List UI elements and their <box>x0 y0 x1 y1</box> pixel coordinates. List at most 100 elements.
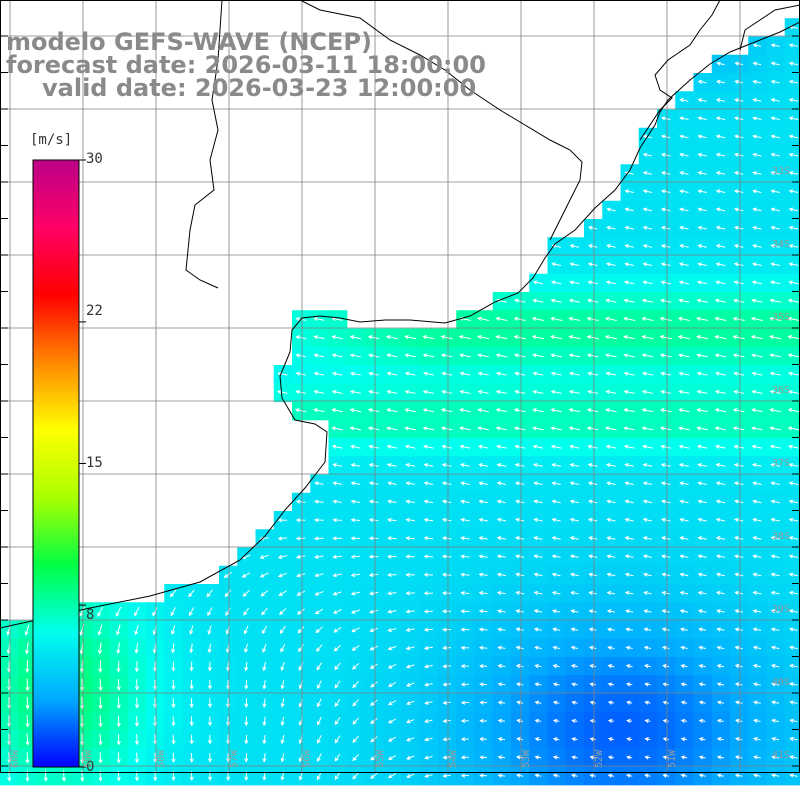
wind-arrow <box>606 609 615 614</box>
wind-arrow <box>642 572 652 577</box>
wind-arrow <box>642 481 653 486</box>
wind-arrow <box>571 718 578 723</box>
wind-arrow <box>478 645 488 650</box>
wind-arrow <box>661 590 670 595</box>
wind-arrow <box>387 554 397 559</box>
wind-arrow <box>189 625 194 635</box>
wind-cell <box>784 383 800 403</box>
wind-arrow <box>715 444 726 449</box>
wind-arrow <box>423 591 434 596</box>
wind-arrow <box>697 536 707 541</box>
wind-arrow <box>368 517 379 523</box>
wind-arrow <box>697 590 707 595</box>
wind-arrow <box>460 682 469 687</box>
wind-arrow <box>788 572 798 577</box>
wind-arrow <box>534 700 542 705</box>
wind-arrow <box>532 444 544 449</box>
wind-arrow <box>478 590 488 596</box>
wind-cell <box>784 255 800 275</box>
wind-arrow <box>715 225 726 230</box>
wind-cell <box>784 36 800 56</box>
wind-arrow <box>714 426 727 431</box>
wind-arrow <box>477 408 489 413</box>
lat-label-40s: 40S <box>772 677 791 688</box>
wind-arrow <box>644 718 651 723</box>
wind-arrow <box>350 517 361 523</box>
wind-arrow <box>387 645 397 651</box>
wind-arrow <box>696 426 708 431</box>
wind-arrow <box>752 152 762 157</box>
wind-arrow <box>734 627 743 632</box>
wind-arrow <box>624 189 634 194</box>
wind-arrow <box>733 207 744 212</box>
wind-arrow <box>660 517 671 522</box>
wind-arrow <box>405 664 415 669</box>
wind-arrow <box>406 719 415 724</box>
lon-label-54w: 54W <box>448 749 459 768</box>
wind-arrow <box>423 609 433 614</box>
wind-arrow <box>715 536 725 541</box>
wind-arrow <box>424 773 433 778</box>
wind-arrow <box>495 426 508 431</box>
wind-arrow <box>715 207 726 212</box>
wind-arrow <box>641 353 654 358</box>
wind-arrow <box>497 755 506 760</box>
wind-arrow <box>440 353 453 358</box>
wind-arrow <box>716 61 725 66</box>
wind-arrow <box>533 609 543 614</box>
wind-arrow <box>623 353 635 358</box>
wind-arrow <box>116 752 121 764</box>
wind-arrow <box>733 262 744 267</box>
wind-arrow <box>296 590 306 596</box>
wind-arrow <box>533 627 542 632</box>
wind-arrow <box>589 700 596 705</box>
wind-arrow <box>171 697 176 709</box>
wind-arrow <box>551 554 561 559</box>
wind-arrow <box>660 171 671 176</box>
wind-arrow <box>385 335 398 340</box>
wind-arrow <box>188 589 195 598</box>
lat-label-41s: 41S <box>772 750 791 761</box>
wind-arrow <box>260 590 269 597</box>
wind-arrow <box>660 225 671 230</box>
wind-arrow <box>696 316 709 321</box>
wind-arrow <box>513 335 526 340</box>
wind-arrow <box>715 98 725 103</box>
wind-arrow <box>624 554 634 559</box>
wind-arrow <box>422 335 435 340</box>
wind-arrow <box>533 590 543 595</box>
lat-label-39s: 39S <box>772 604 791 615</box>
wind-arrow <box>587 280 598 285</box>
wind-arrow <box>753 718 761 723</box>
wind-arrow <box>698 664 706 669</box>
wind-arrow <box>680 700 688 705</box>
wind-arrow <box>588 645 597 650</box>
wind-arrow <box>314 481 324 486</box>
wind-arrow <box>715 262 726 267</box>
wind-arrow <box>98 678 103 692</box>
wind-arrow <box>460 536 470 541</box>
wind-arrow <box>460 590 470 596</box>
wind-arrow <box>207 716 213 727</box>
wind-arrow <box>478 572 488 577</box>
wind-arrow <box>698 700 706 705</box>
wind-arrow <box>387 481 397 486</box>
wind-arrow <box>387 572 397 578</box>
wind-arrow <box>497 700 506 705</box>
wind-arrow <box>478 609 488 614</box>
wind-arrow <box>532 298 544 303</box>
wind-arrow <box>660 371 672 376</box>
wind-arrow <box>643 590 652 595</box>
wind-arrow <box>589 718 596 723</box>
wind-arrow <box>532 280 544 285</box>
wind-arrow <box>732 316 745 321</box>
wind-arrow <box>607 700 614 705</box>
colorbar-tick-15: 15 <box>86 455 103 471</box>
wind-arrow <box>569 499 580 504</box>
wind-arrow <box>349 426 362 431</box>
wind-arrow <box>642 499 653 504</box>
wind-arrow <box>641 408 654 413</box>
wind-cell <box>784 310 800 330</box>
wind-arrow <box>680 773 688 778</box>
wind-arrow <box>349 335 362 340</box>
